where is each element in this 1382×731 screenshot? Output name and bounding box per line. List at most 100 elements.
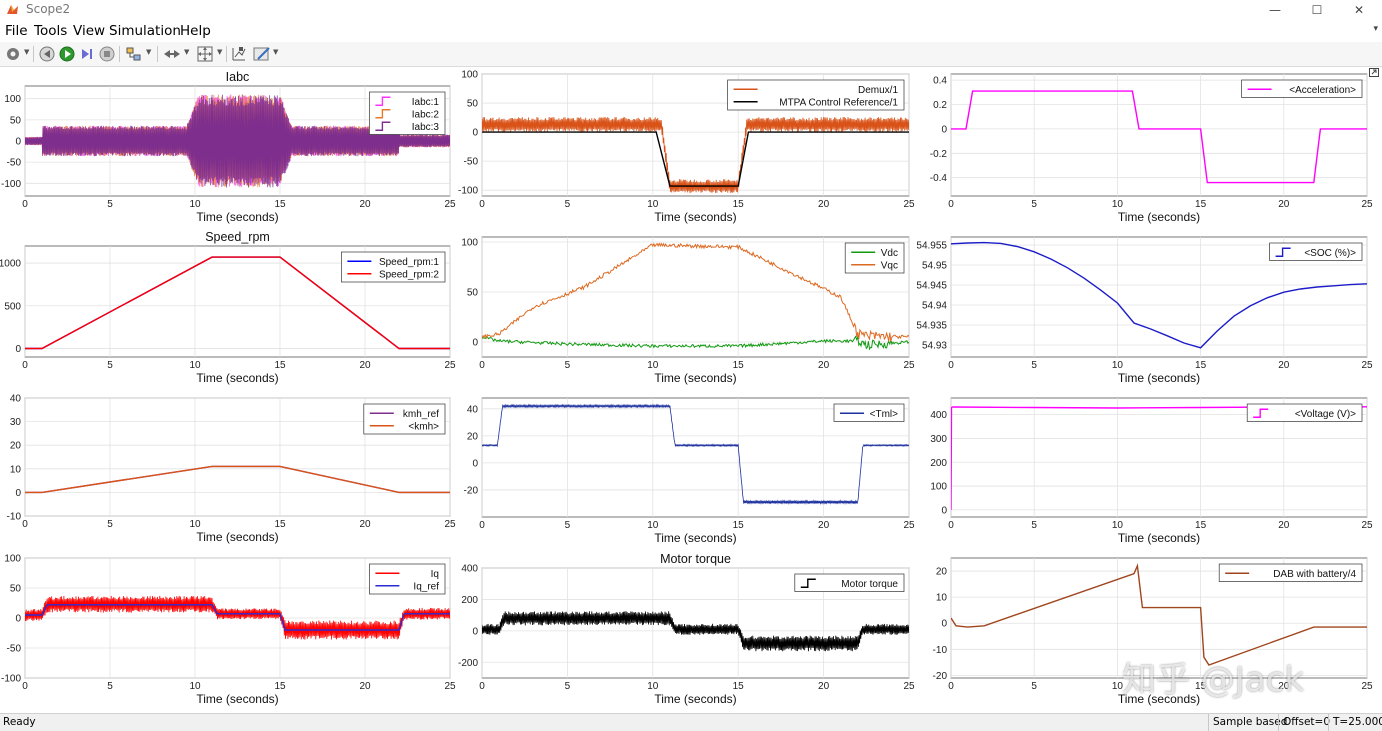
x-tick-label: 20 (818, 360, 830, 371)
step-forward-icon[interactable] (78, 44, 96, 64)
legend-swatch (375, 96, 391, 106)
x-tick-label: 0 (948, 360, 954, 371)
zoom-dropdown-icon[interactable]: ▼ (217, 48, 223, 56)
x-axis-label: Time (seconds) (196, 371, 278, 385)
menu-simulation[interactable]: Simulation (109, 23, 181, 39)
y-tick-label: 200 (461, 595, 478, 606)
toolbar-separator (119, 46, 120, 62)
highlight-dropdown-icon[interactable]: ▼ (146, 48, 152, 56)
axes-tml[interactable]: 0 5 10 15 20 25 40 20 0 -20 Time (seconds) <Tml> (464, 397, 915, 545)
y-tick-label: -50 (7, 158, 22, 169)
axes-iabc[interactable]: 0 5 10 15 20 25 100 50 0 -50 -100 Iabc Time (seconds… (1, 70, 456, 224)
y-tick-label: -50 (464, 157, 479, 168)
legend-entry: <SOC (%)> (1304, 248, 1356, 259)
x-tick-label: 5 (565, 199, 571, 210)
legend[interactable]: kmh_ref<kmh> (363, 403, 446, 435)
legend-entry: Vdc (881, 248, 898, 259)
legend-swatch (1275, 247, 1291, 257)
menu-bar: File Tools View Simulation Help ▾ (0, 20, 1382, 42)
style-icon[interactable] (252, 44, 272, 64)
legend[interactable]: Motor torque (794, 573, 905, 592)
axes-dab[interactable]: 0 5 10 15 20 25 20 10 0 -10 -20 Time (seconds) DAB w… (933, 557, 1373, 706)
x-tick-label: 5 (107, 360, 113, 371)
scope-plot-area: 0 5 10 15 20 25 100 50 0 -50 -100 Iabc Time (seconds… (0, 67, 1382, 713)
series-iq-1 (25, 604, 450, 631)
axes-speed[interactable]: 0 5 10 15 20 25 1000 500 0 Speed_rpm Time (seconds… (0, 230, 456, 385)
menu-help[interactable]: Help (180, 23, 211, 39)
axes-demux[interactable]: 0 5 10 15 20 25 100 50 0 -50 -100 Time (seconds) Dem… (458, 70, 915, 225)
y-tick-label: 54.935 (916, 321, 947, 332)
x-tick-label: 25 (444, 360, 456, 371)
navigation-icon[interactable] (162, 44, 182, 64)
toolbar-separator (157, 46, 158, 62)
y-tick-label: 40 (10, 394, 22, 405)
axes-soc[interactable]: 0 5 10 15 20 25 54.955 54.95 54.945 54.94 54.935 54… (916, 236, 1373, 385)
x-axis-label: Time (seconds) (1118, 692, 1200, 706)
title-bar: Scope2 — ☐ ✕ (0, 0, 1382, 20)
x-axis-label: Time (seconds) (654, 210, 736, 224)
series-vdc-1 (482, 242, 909, 342)
style-dropdown-icon[interactable]: ▼ (273, 48, 279, 56)
menu-tools[interactable]: Tools (34, 23, 68, 39)
navigation-dropdown-icon[interactable]: ▼ (184, 48, 190, 56)
x-axis-label: Time (seconds) (196, 692, 278, 706)
y-tick-label: -10 (7, 512, 22, 523)
legend[interactable]: <SOC (%)> (1269, 242, 1363, 261)
x-axis-label: Time (seconds) (196, 210, 278, 224)
close-button[interactable]: ✕ (1353, 3, 1365, 17)
series-demux-1 (482, 131, 909, 187)
stop-icon[interactable] (98, 44, 116, 64)
step-back-icon[interactable] (38, 44, 56, 64)
minimize-button[interactable]: — (1269, 3, 1281, 17)
y-tick-label: 0 (472, 128, 478, 139)
x-tick-label: 0 (479, 199, 485, 210)
legend[interactable]: DAB with battery/4 (1218, 563, 1363, 582)
menu-file[interactable]: File (5, 23, 28, 39)
highlight-icon[interactable] (124, 44, 144, 64)
undock-icon[interactable] (1369, 68, 1379, 77)
legend[interactable]: <Tml> (833, 403, 905, 422)
settings-icon[interactable] (5, 44, 23, 64)
x-tick-label: 25 (903, 520, 915, 531)
status-mode: Sample based (1208, 714, 1287, 731)
cursor-measure-icon[interactable] (230, 44, 248, 64)
axes-voltage[interactable]: 0 5 10 15 20 25 400 300 200 100 0 Time (seconds) <Vo… (930, 397, 1373, 545)
y-tick-label: 50 (10, 115, 22, 126)
y-tick-label: 0 (472, 458, 478, 469)
zoom-icon[interactable] (195, 44, 215, 64)
series-soc-0 (951, 241, 1367, 349)
legend-entry: DAB with battery/4 (1273, 569, 1356, 580)
series-dab-0 (951, 563, 1367, 666)
y-tick-label: 400 (930, 410, 947, 421)
x-tick-label: 20 (359, 199, 371, 210)
legend-entry: Motor torque (841, 579, 898, 590)
legend[interactable]: <Acceleration> (1241, 79, 1363, 98)
legend[interactable]: <Voltage (V)> (1246, 403, 1363, 422)
x-axis-label: Time (seconds) (654, 371, 736, 385)
menu-view[interactable]: View (73, 23, 106, 39)
axes-accel[interactable]: 0 5 10 15 20 25 0.4 0.2 0 -0.2 -0.4 Time (seconds) <… (930, 73, 1373, 224)
y-tick-label: 20 (467, 431, 479, 442)
watermark-text: 知乎 @Jack (1122, 660, 1305, 700)
axes-iq[interactable]: 0 5 10 15 20 25 100 50 0 -50 -100 Time (seconds) IqI… (1, 554, 456, 707)
series-vdc-0 (482, 335, 909, 351)
x-tick-label: 20 (1278, 360, 1290, 371)
toolbar: ▼ ▼ ▼ ▼ ▼ (0, 42, 1382, 67)
maximize-button[interactable]: ☐ (1311, 3, 1323, 17)
settings-dropdown-icon[interactable]: ▼ (24, 48, 30, 56)
x-tick-label: 5 (1031, 360, 1037, 371)
y-tick-label: 54.955 (916, 241, 947, 252)
menu-dock-arrow-icon[interactable]: ▾ (1373, 24, 1378, 34)
axes-motortorque[interactable]: 0 5 10 15 20 25 400 200 0 -200 Motor torque Time (s… (458, 552, 915, 706)
x-tick-label: 0 (948, 681, 954, 692)
run-icon[interactable] (58, 44, 76, 64)
legend-entry: Vqc (881, 260, 898, 271)
